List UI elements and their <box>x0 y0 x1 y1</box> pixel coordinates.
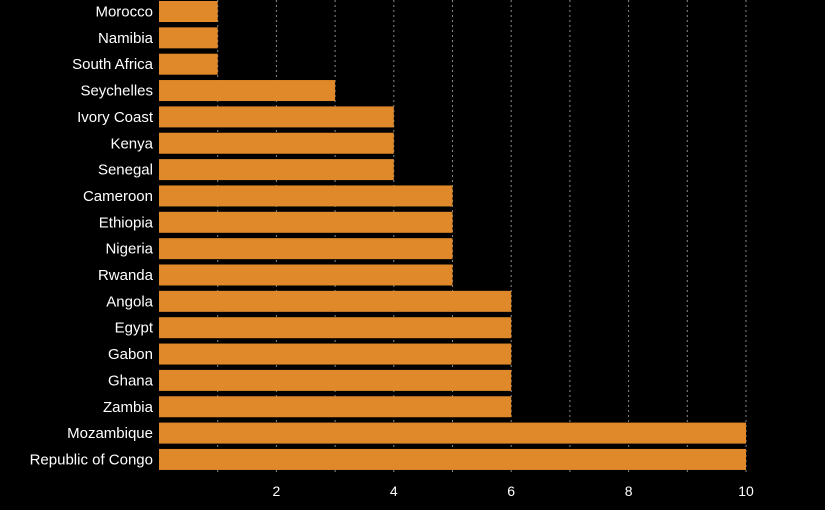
bar-gabon <box>159 343 512 365</box>
category-label-nigeria: Nigeria <box>105 241 153 258</box>
x-tick-label-6: 6 <box>507 483 515 499</box>
category-label-gabon: Gabon <box>108 346 153 363</box>
bar-ethiopia <box>159 211 453 233</box>
x-tick-label-2: 2 <box>273 483 281 499</box>
x-tick-label-8: 8 <box>625 483 633 499</box>
category-label-south-africa: South Africa <box>72 56 154 73</box>
bar-morocco <box>159 1 218 22</box>
category-label-ethiopia: Ethiopia <box>99 214 154 231</box>
bar-nigeria <box>159 238 453 260</box>
bar-angola <box>159 290 512 312</box>
bar-namibia <box>159 27 218 49</box>
category-label-namibia: Namibia <box>98 30 154 47</box>
bar-senegal <box>159 159 394 181</box>
category-label-ivory-coast: Ivory Coast <box>77 109 154 126</box>
bar-seychelles <box>159 80 336 102</box>
bar-ivory-coast <box>159 106 394 128</box>
bar-rwanda <box>159 264 453 286</box>
bar-south-africa <box>159 53 218 75</box>
category-label-senegal: Senegal <box>98 162 153 179</box>
category-label-republic-of-congo: Republic of Congo <box>30 451 153 468</box>
bar-ghana <box>159 369 512 391</box>
category-label-mozambique: Mozambique <box>67 425 153 442</box>
x-axis-ticks: 2 4 6 8 10 <box>273 483 754 499</box>
category-label-seychelles: Seychelles <box>80 83 153 100</box>
category-label-kenya: Kenya <box>110 135 153 152</box>
bar-mozambique <box>159 422 746 444</box>
category-label-cameroon: Cameroon <box>83 188 153 205</box>
bar-cameroon <box>159 185 453 207</box>
bar-zambia <box>159 396 512 418</box>
bar-republic-of-congo <box>159 448 746 470</box>
bars <box>159 1 746 470</box>
category-label-zambia: Zambia <box>103 399 154 416</box>
category-label-morocco: Morocco <box>95 4 153 21</box>
category-label-rwanda: Rwanda <box>98 267 154 284</box>
x-tick-label-4: 4 <box>390 483 398 499</box>
bar-egypt <box>159 317 512 339</box>
category-label-angola: Angola <box>106 293 153 310</box>
category-labels: Morocco Namibia South Africa Seychelles Ivor… <box>30 4 154 469</box>
grid-lines <box>217 0 747 474</box>
category-label-ghana: Ghana <box>108 372 154 389</box>
x-tick-label-10: 10 <box>738 483 754 499</box>
category-label-egypt: Egypt <box>115 320 154 337</box>
bar-kenya <box>159 132 394 154</box>
